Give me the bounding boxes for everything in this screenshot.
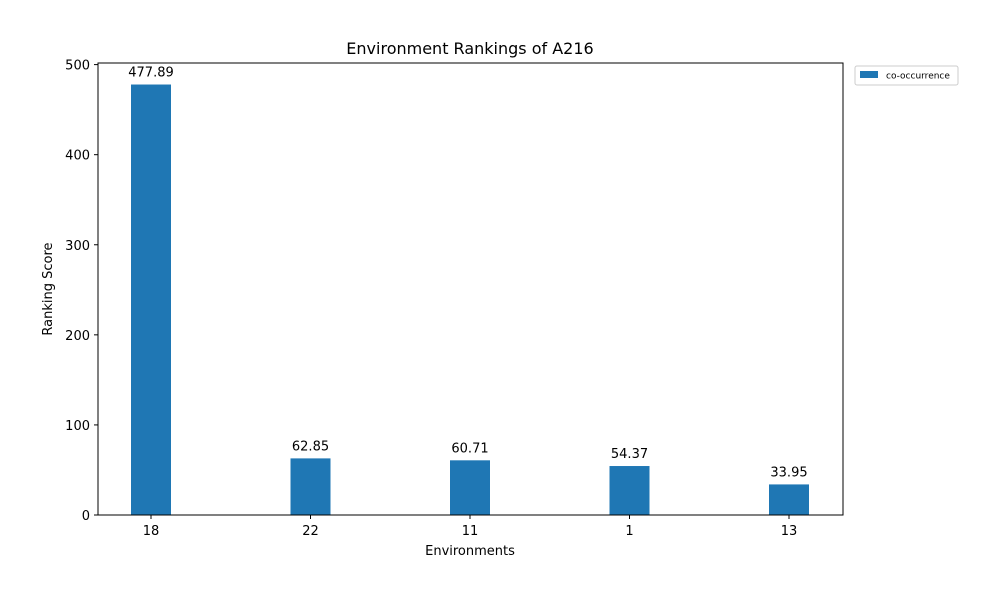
bar-11 (450, 460, 490, 515)
bar-1 (609, 466, 650, 515)
y-axis-ticks: 0 100 200 300 400 500 (65, 59, 98, 524)
y-tick-label: 100 (65, 419, 90, 434)
data-label-11: 60.71 (451, 441, 488, 456)
bar-22 (290, 458, 331, 515)
bars-group (131, 84, 809, 515)
y-tick-label: 500 (65, 59, 90, 74)
data-label-1: 54.37 (611, 447, 648, 462)
y-tick-label: 300 (65, 239, 90, 254)
x-axis-label: Environments (425, 544, 515, 559)
legend-label: co-occurrence (886, 72, 950, 82)
legend-swatch (860, 71, 878, 78)
bar-13 (769, 484, 809, 515)
x-axis-ticks: 18 22 11 1 13 (143, 515, 798, 539)
data-label-18: 477.89 (128, 66, 174, 81)
legend: co-occurrence (854, 65, 959, 86)
data-labels-group: 477.89 62.85 60.71 54.37 33.95 (128, 66, 807, 481)
x-tick-label: 1 (625, 524, 633, 539)
bar-18 (131, 84, 171, 515)
x-tick-label: 11 (462, 524, 479, 539)
data-label-13: 33.95 (770, 465, 807, 480)
y-axis-label: Ranking Score (41, 242, 56, 335)
chart-title: Environment Rankings of A216 (346, 39, 593, 58)
x-tick-label: 18 (143, 524, 160, 539)
data-label-22: 62.85 (292, 439, 329, 454)
x-tick-label: 13 (781, 524, 798, 539)
y-tick-label: 200 (65, 329, 90, 344)
y-tick-label: 0 (82, 509, 90, 524)
y-tick-label: 400 (65, 149, 90, 164)
legend-box (854, 65, 959, 86)
x-tick-label: 22 (302, 524, 319, 539)
